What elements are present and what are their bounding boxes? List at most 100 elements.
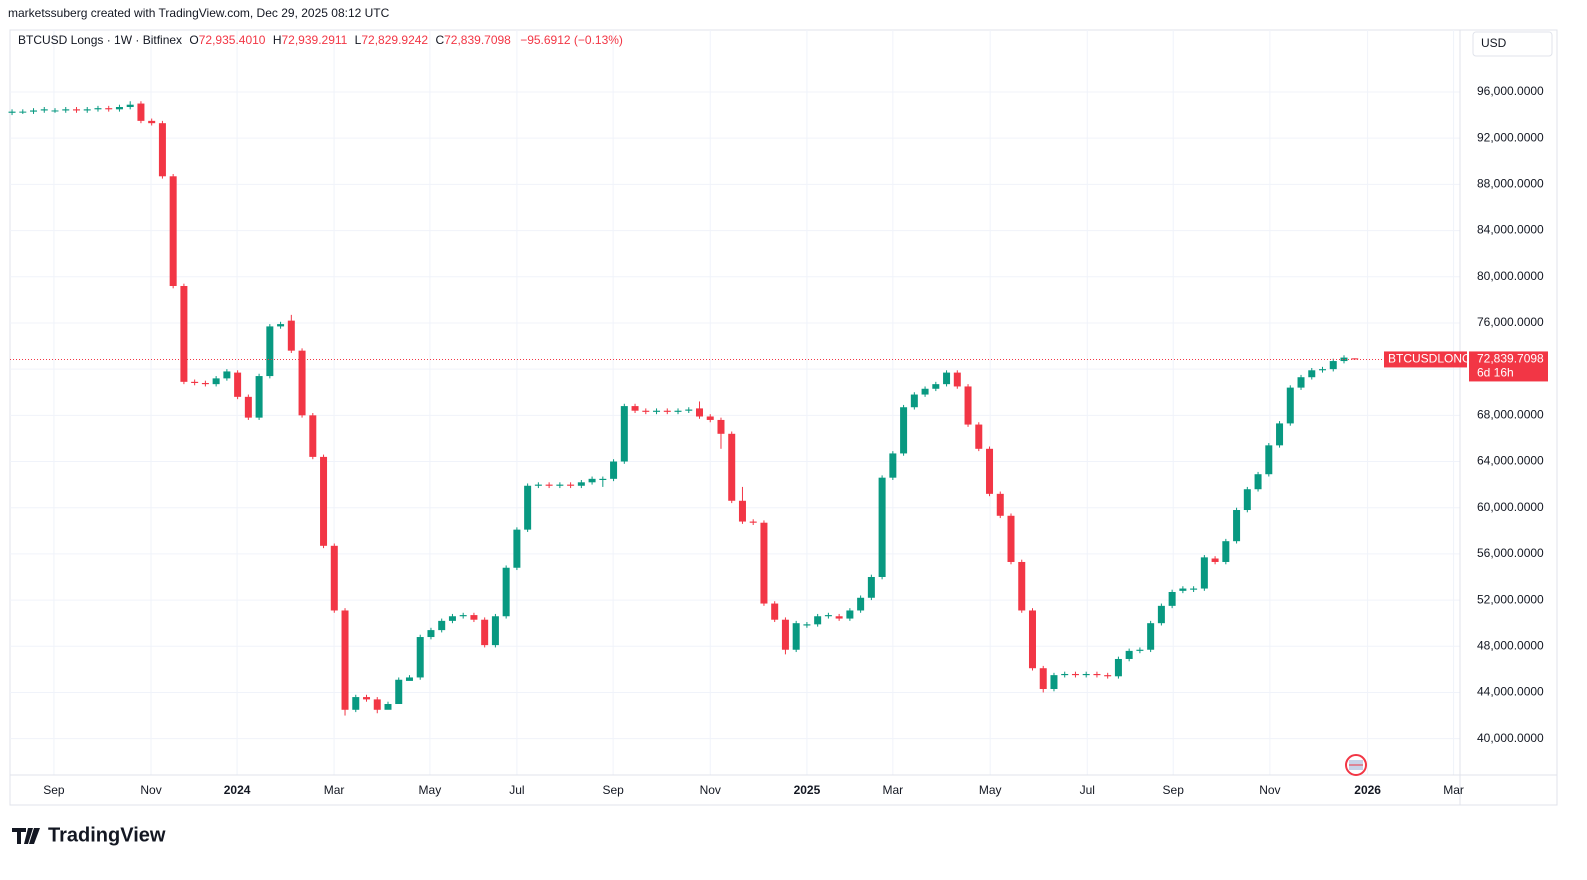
candle-body: [900, 407, 908, 454]
candle-body: [1265, 445, 1273, 475]
candle-body: [1254, 474, 1262, 490]
candle-body: [1200, 557, 1208, 589]
candle-body: [1104, 675, 1112, 677]
x-tick-label: Sep: [602, 783, 624, 797]
candle-body: [40, 109, 48, 111]
candle-body: [169, 176, 177, 286]
candle-body: [599, 478, 607, 480]
candle-body: [180, 285, 188, 382]
candle-body: [631, 406, 639, 411]
candle-body: [1136, 649, 1144, 651]
x-tick-label: Nov: [1259, 783, 1280, 797]
candle-body: [771, 603, 779, 620]
open: 72,935.4010: [199, 33, 266, 47]
y-tick-label: 80,000.0000: [1477, 269, 1544, 283]
candle-body: [320, 456, 328, 546]
candle-body: [363, 697, 371, 700]
candle-body: [126, 104, 134, 108]
countdown: 6d 16h: [1477, 366, 1514, 380]
x-tick-label: Sep: [1163, 783, 1185, 797]
x-tick-label: 2024: [224, 783, 251, 797]
candle-body: [341, 610, 349, 710]
candle-body: [287, 320, 295, 351]
candle-body: [1007, 515, 1015, 562]
candle-body: [384, 704, 392, 710]
candle-body: [459, 615, 467, 617]
y-tick-label: 44,000.0000: [1477, 685, 1544, 699]
candle-body: [1125, 650, 1133, 659]
candle-body: [706, 416, 714, 420]
candle-body: [72, 109, 80, 111]
candle-body: [653, 410, 661, 412]
candle-body: [932, 384, 940, 389]
candle-body: [395, 679, 403, 705]
candle-body: [1308, 370, 1316, 378]
change: −95.6912 (−0.13%): [520, 33, 623, 47]
y-tick-label: 84,000.0000: [1477, 223, 1544, 237]
candle-body: [1168, 591, 1176, 606]
x-tick-label: Mar: [324, 783, 345, 797]
candle-body: [1093, 673, 1101, 676]
candle-body: [212, 378, 220, 385]
candle-body: [1157, 605, 1165, 624]
candle-body: [1082, 673, 1090, 676]
candle-body: [792, 623, 800, 650]
candle-body: [405, 677, 413, 681]
candle-body: [857, 597, 865, 611]
currency-button[interactable]: [1472, 31, 1553, 57]
candle-body: [298, 350, 306, 416]
candle-body: [266, 326, 274, 377]
candle-body: [824, 615, 832, 617]
candle-body: [1039, 668, 1047, 689]
candle-body: [1329, 361, 1337, 370]
open-label: O: [189, 33, 198, 47]
candle-body: [728, 433, 736, 501]
candle-body: [1276, 423, 1284, 446]
x-tick-label: May: [419, 783, 442, 797]
candle-body: [588, 478, 596, 483]
candle-body: [277, 324, 285, 327]
candle-body: [610, 461, 618, 479]
chart-frame: [9, 29, 1558, 806]
event-flag: [1345, 754, 1367, 776]
candle-body: [62, 109, 70, 111]
candle-body: [481, 619, 489, 646]
grid: [10, 30, 1460, 775]
y-tick-label: 92,000.0000: [1477, 130, 1544, 144]
candle-body: [749, 521, 757, 523]
x-tick-label: Sep: [43, 783, 65, 797]
candle-body: [244, 396, 252, 418]
candle-body: [964, 386, 972, 425]
candle-body: [835, 616, 843, 619]
candle-body: [427, 630, 435, 638]
candle-body: [255, 376, 263, 418]
y-tick-label: 88,000.0000: [1477, 177, 1544, 191]
candle-body: [148, 120, 156, 124]
y-tick-label: 40,000.0000: [1477, 731, 1544, 745]
candle-body: [83, 109, 91, 111]
candle-body: [524, 485, 532, 530]
symbol-tag-label: BTCUSDLONGS: [1388, 352, 1479, 366]
x-tick-label: Nov: [700, 783, 721, 797]
candle-body: [674, 410, 682, 412]
candle-body: [1028, 610, 1036, 669]
candle-body: [781, 619, 789, 650]
candle-body: [663, 410, 671, 412]
candle-body: [8, 111, 16, 113]
candle-body: [1243, 489, 1251, 511]
candle-body: [814, 616, 822, 625]
candle-body: [1147, 623, 1155, 650]
currency[interactable]: USD: [1481, 36, 1507, 50]
candle-body: [115, 107, 123, 110]
candle-body: [1319, 369, 1327, 371]
x-tick-label: Mar: [1443, 783, 1464, 797]
high: 72,939.2911: [281, 33, 347, 47]
candle-body: [1340, 357, 1348, 362]
candle-body: [234, 372, 242, 397]
brand-name: TradingView: [48, 824, 166, 846]
candle-body: [717, 419, 725, 434]
candle-body: [94, 108, 102, 110]
candle-body: [685, 409, 693, 411]
candle-body: [373, 699, 381, 710]
